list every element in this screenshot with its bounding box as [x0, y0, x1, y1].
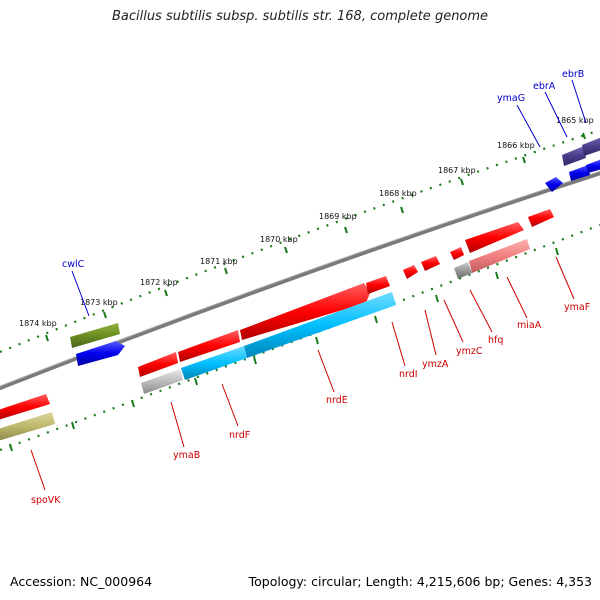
gene-arrow[interactable]	[138, 352, 178, 377]
lower-strand-genes	[0, 239, 530, 441]
gene-arrow[interactable]	[178, 330, 240, 362]
gene-ymaB-arrow[interactable]	[141, 369, 183, 394]
gene-arrow[interactable]	[421, 256, 440, 271]
kbp-label: 1867 kbp	[438, 166, 476, 175]
kbp-labels: 1874 kbp 1873 kbp 1872 kbp 1871 kbp 1870…	[19, 116, 594, 328]
gene-arrow[interactable]	[528, 209, 554, 227]
gene-arrow[interactable]	[586, 159, 600, 173]
gene-arrow[interactable]	[545, 177, 563, 192]
topology-summary: Topology: circular; Length: 4,215,606 bp…	[248, 574, 592, 589]
gene-spoVK-arrow[interactable]	[0, 412, 55, 441]
gene-ymaG-arrow[interactable]	[562, 146, 586, 166]
map-title: Bacillus subtilis subsp. subtilis str. 1…	[111, 9, 489, 24]
gene-arrow[interactable]	[240, 283, 370, 340]
bottom-gene-labels: spoVK ymaB nrdF nrdE nrdI ymzA ymzC hfq …	[31, 302, 590, 506]
kbp-label: 1871 kbp	[200, 257, 238, 266]
kbp-label: 1866 kbp	[497, 141, 535, 150]
upper-strand-genes	[0, 137, 600, 420]
kbp-label: 1865 kbp	[556, 116, 594, 125]
kbp-label: 1869 kbp	[319, 212, 357, 221]
gene-label-nrdF[interactable]: nrdF	[229, 430, 250, 441]
gene-arrow[interactable]	[569, 165, 590, 181]
gene-arrow[interactable]	[465, 222, 524, 253]
gene-nrdE-arrow[interactable]	[244, 292, 396, 358]
gene-arrow[interactable]	[403, 265, 418, 279]
major-ticks-top	[45, 132, 586, 342]
gene-label-ymzC[interactable]: ymzC	[456, 346, 483, 357]
scale-track-top	[0, 128, 600, 354]
gene-label-ymaF[interactable]: ymaF	[564, 302, 590, 313]
gene-label-hfq[interactable]: hfq	[488, 335, 503, 346]
gene-label-spoVK[interactable]: spoVK	[31, 495, 61, 506]
gene-label-ebrA[interactable]: ebrA	[533, 81, 556, 92]
gene-label-nrdI[interactable]: nrdI	[399, 369, 418, 380]
gene-arrow[interactable]	[450, 247, 464, 260]
gene-arrow[interactable]	[582, 137, 600, 156]
gene-label-miaA[interactable]: miaA	[517, 320, 542, 331]
kbp-label: 1872 kbp	[140, 278, 178, 287]
gene-cwlC-arrow[interactable]	[70, 323, 120, 348]
top-gene-callouts	[71, 79, 587, 317]
gene-arrow[interactable]	[0, 394, 50, 420]
gene-arrow[interactable]	[366, 276, 390, 294]
gene-label-nrdE[interactable]: nrdE	[326, 395, 348, 406]
gene-arrow[interactable]	[76, 341, 125, 366]
kbp-label: 1868 kbp	[379, 189, 417, 198]
gene-label-ymzA[interactable]: ymzA	[422, 359, 449, 370]
top-gene-labels: cwlC ymaG ebrA ebrB	[62, 69, 584, 270]
bottom-gene-callouts	[30, 256, 575, 491]
gene-label-ymaB[interactable]: ymaB	[173, 450, 200, 461]
kbp-label: 1874 kbp	[19, 319, 57, 328]
kbp-label: 1873 kbp	[80, 298, 118, 307]
gene-miaA-arrow[interactable]	[469, 239, 530, 273]
scale-track-bottom	[0, 223, 600, 452]
gene-label-cwlC[interactable]: cwlC	[62, 259, 85, 270]
kbp-label: 1870 kbp	[260, 235, 298, 244]
major-ticks-bottom	[9, 247, 559, 452]
gene-label-ebrB[interactable]: ebrB	[562, 69, 584, 80]
gene-nrdF-arrow[interactable]	[181, 346, 247, 380]
gene-hfq-arrow[interactable]	[454, 262, 472, 279]
gene-label-ymaG[interactable]: ymaG	[497, 93, 525, 104]
accession-text: Accession: NC_000964	[10, 574, 153, 589]
